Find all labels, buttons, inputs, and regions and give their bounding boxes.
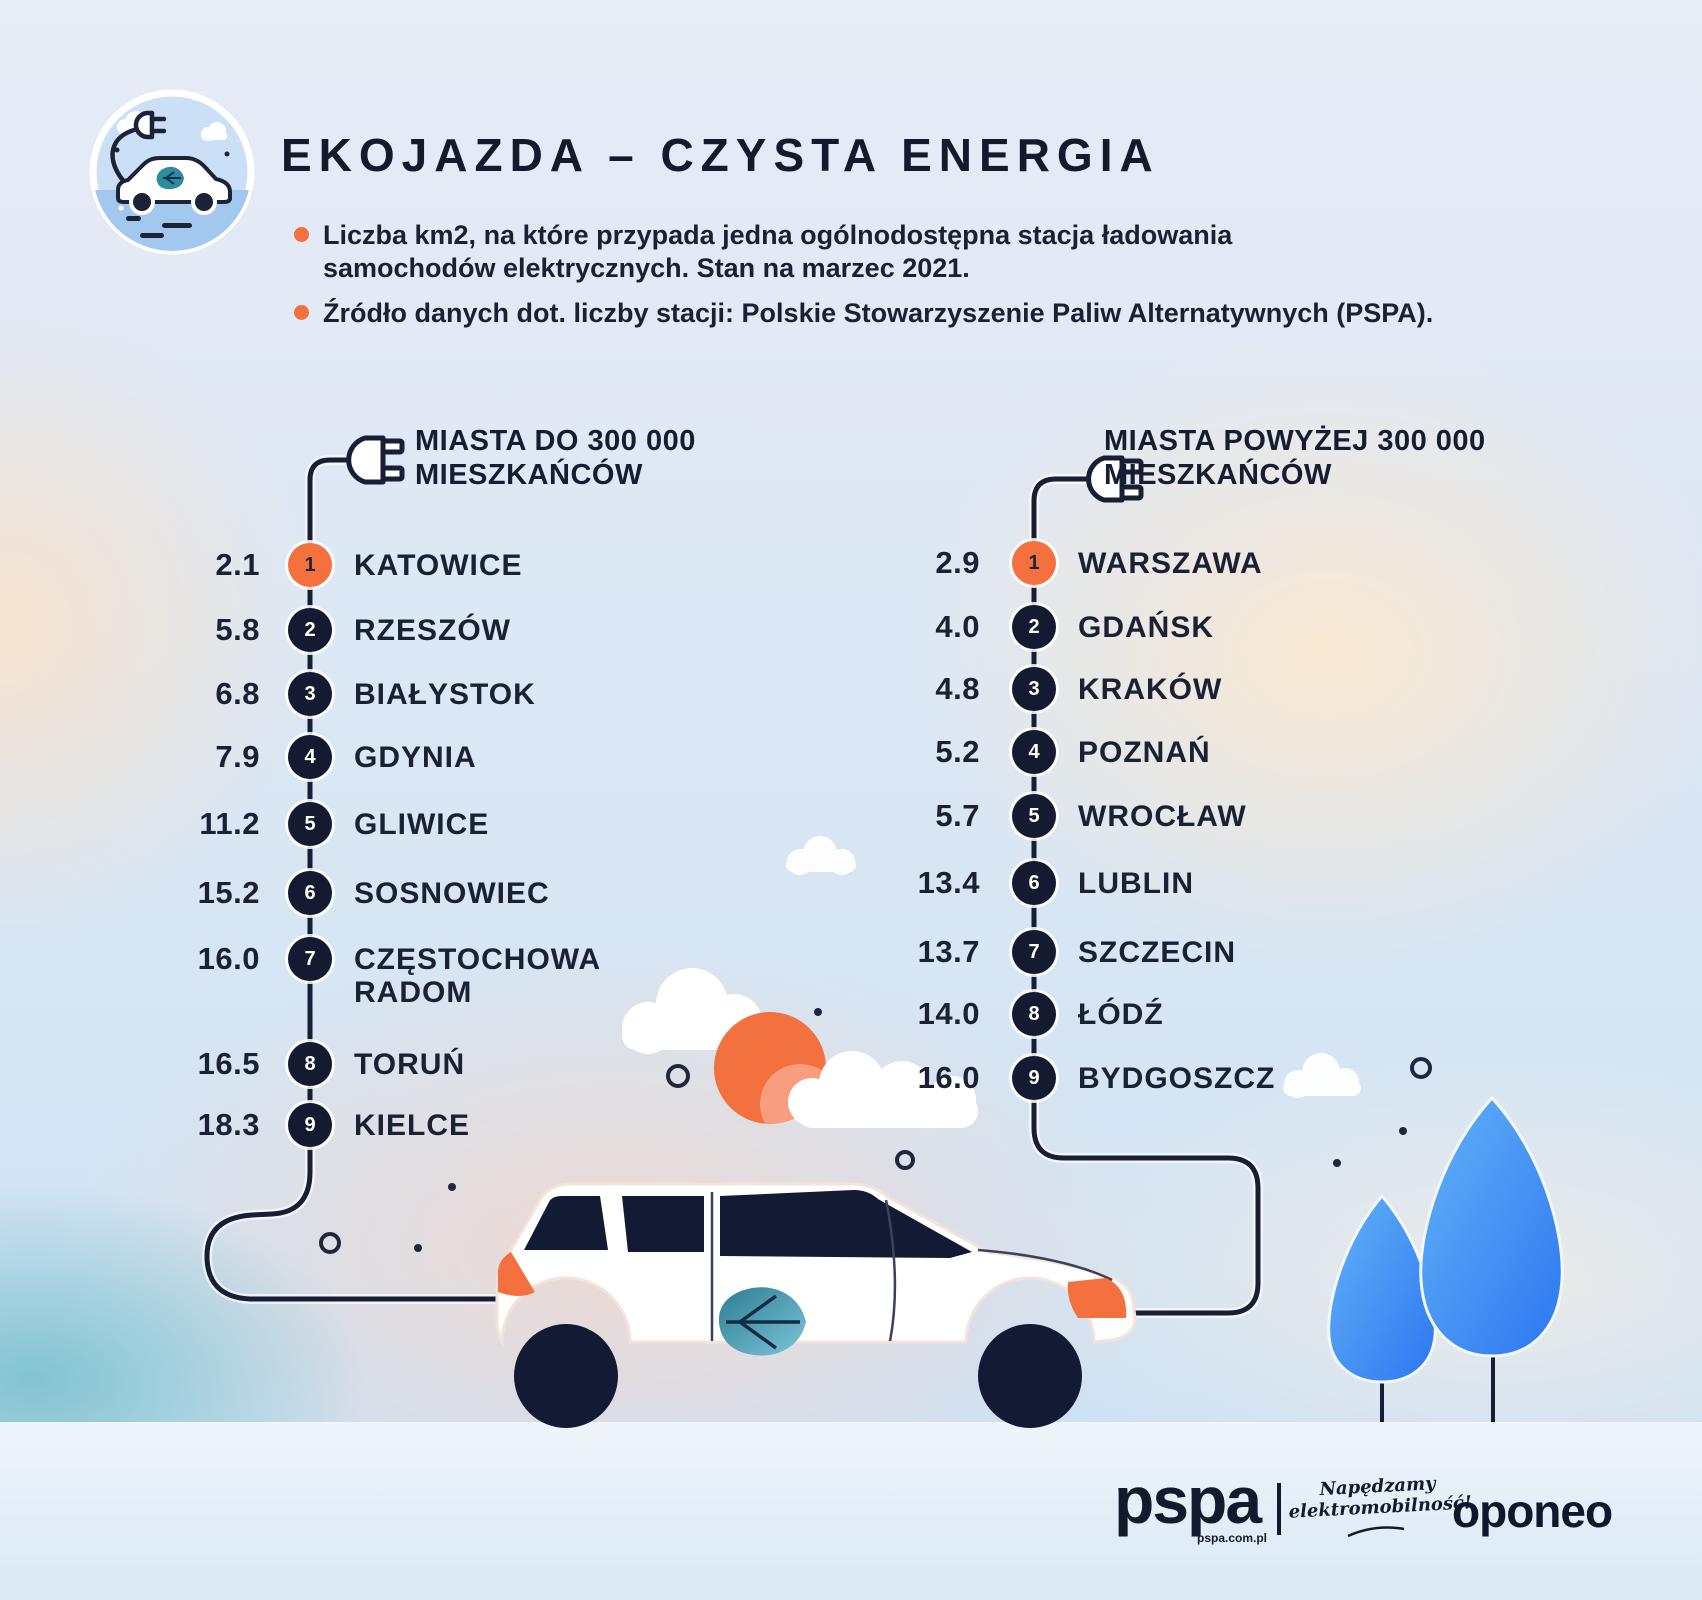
leaf-logo-icon [718, 1287, 806, 1356]
cloud-icon [1283, 1053, 1361, 1098]
tagline-swoosh [1347, 1526, 1405, 1538]
ground-band [0, 1422, 1702, 1600]
cloud-icon [786, 836, 856, 875]
tree-icon [1327, 1095, 1564, 1422]
cloud-icon [788, 1051, 978, 1128]
power-plug-icon [1086, 455, 1144, 503]
decor-dots [319, 1008, 1432, 1254]
car-illustration [495, 1182, 1137, 1428]
power-plug-icon [346, 435, 405, 485]
charging-cable [201, 455, 1263, 1318]
